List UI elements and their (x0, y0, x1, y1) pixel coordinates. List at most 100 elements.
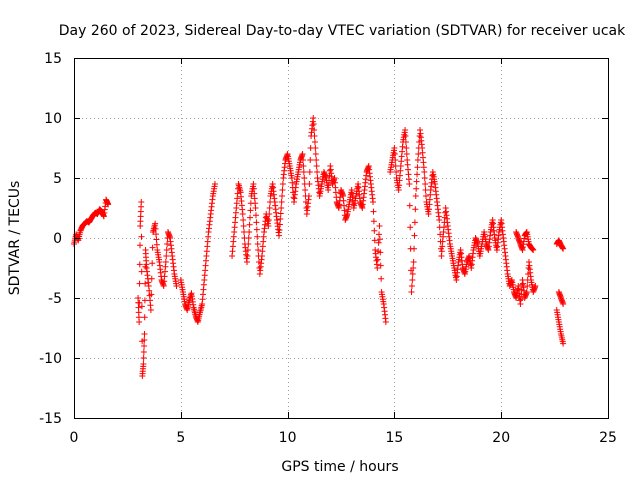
data-point (152, 225, 159, 232)
data-point (411, 232, 418, 239)
data-point (377, 262, 384, 269)
data-point (163, 253, 170, 259)
data-point (407, 224, 414, 231)
data-point (410, 259, 417, 265)
y-tick-label: -15 (39, 411, 62, 427)
data-point (265, 217, 272, 223)
x-tick-label: 15 (385, 430, 403, 446)
data-point (279, 181, 286, 187)
data-point (254, 241, 261, 247)
data-point (413, 178, 420, 185)
data-point (412, 193, 419, 199)
data-point (392, 157, 399, 163)
data-point (530, 247, 537, 253)
data-point (141, 331, 148, 337)
data-point (409, 277, 416, 283)
y-tick-label: -10 (39, 351, 62, 367)
data-point (253, 226, 260, 233)
data-point (136, 280, 143, 287)
data-point (244, 247, 251, 253)
data-point (310, 121, 317, 127)
data-point (140, 355, 147, 361)
data-point (299, 157, 306, 163)
data-point (246, 221, 253, 228)
data-point (421, 175, 428, 181)
data-point (560, 245, 567, 252)
data-point (421, 169, 428, 175)
data-point (371, 237, 378, 244)
data-point (301, 175, 308, 181)
data-point (164, 241, 171, 247)
data-point (524, 283, 531, 289)
data-point (162, 259, 169, 265)
data-point (141, 297, 148, 304)
data-point (245, 235, 252, 241)
data-point (277, 210, 284, 217)
data-point (523, 289, 530, 295)
data-point (306, 169, 313, 175)
data-point (382, 319, 389, 325)
data-point (374, 256, 381, 263)
data-point (173, 283, 180, 289)
data-point (140, 349, 147, 355)
data-point (532, 283, 539, 289)
data-point (240, 217, 247, 223)
data-point (240, 223, 247, 229)
data-point (402, 133, 409, 139)
data-point (313, 163, 320, 169)
data-point (149, 260, 156, 267)
data-point (370, 199, 377, 205)
data-point (141, 314, 148, 321)
data-point (409, 271, 416, 277)
data-point (376, 231, 383, 238)
y-tick-label: -5 (48, 291, 62, 307)
data-point (136, 319, 143, 325)
data-point (244, 259, 251, 265)
data-point (311, 139, 318, 145)
data-point (406, 202, 413, 209)
data-point (311, 133, 318, 139)
data-point (408, 283, 415, 289)
data-point (560, 340, 567, 347)
chart-title: Day 260 of 2023, Sidereal Day-to-day VTE… (59, 23, 626, 39)
data-point (300, 163, 307, 169)
data-point (393, 169, 400, 175)
y-tick-label: 0 (53, 231, 62, 247)
data-point (142, 280, 149, 287)
data-point (313, 157, 320, 163)
data-point (408, 289, 415, 295)
data-point (391, 151, 398, 157)
x-tick-label: 10 (279, 430, 297, 446)
data-point (377, 249, 384, 256)
data-point (141, 343, 148, 349)
data-point (392, 163, 399, 169)
data-point (279, 193, 286, 199)
data-point (136, 299, 143, 306)
data-point (414, 157, 421, 163)
data-point (305, 193, 312, 199)
data-point (244, 253, 251, 259)
data-point (277, 216, 284, 223)
data-point (138, 303, 145, 310)
data-point (376, 236, 383, 243)
data-point (153, 241, 160, 248)
x-axis-label: GPS time / hours (281, 459, 398, 475)
data-point (312, 151, 319, 157)
data-point (311, 127, 318, 133)
data-point (148, 291, 155, 298)
data-point (278, 205, 285, 211)
data-point (411, 219, 418, 226)
data-point (300, 169, 307, 175)
data-point (245, 241, 252, 247)
data-point (266, 205, 273, 211)
data-points (71, 115, 567, 379)
data-point (276, 221, 283, 228)
data-point (374, 265, 381, 271)
data-point (253, 219, 260, 226)
data-point (276, 232, 283, 239)
data-point (413, 185, 420, 192)
data-point (376, 223, 383, 229)
data-point (403, 145, 410, 151)
data-point (299, 151, 306, 157)
